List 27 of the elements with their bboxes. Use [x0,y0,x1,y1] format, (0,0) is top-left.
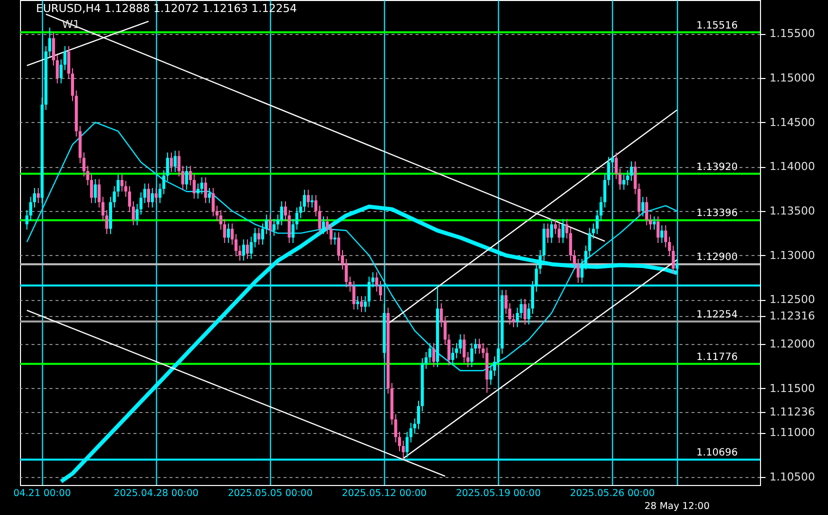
ref-line-label: 1.13920 [696,162,738,173]
y-tick-label: 1.12316 [770,310,815,323]
y-tick-label: 1.12000 [770,338,815,351]
x-tick-label: 2025.04.28 00:00 [114,488,199,499]
x-tick-label: 2025.05.19 00:00 [456,488,541,499]
ref-line-label: 1.12254 [696,310,738,320]
y-tick-label: 1.14000 [770,160,815,174]
y-tick-label: 1.12500 [770,293,815,306]
ref-line-label: 1.15516 [696,20,738,32]
x-tick-label: 28 May 12:00 [644,501,710,512]
ref-line-label: 1.13396 [696,208,738,220]
x-tick-label: 2025.05.05 00:00 [228,488,313,499]
y-tick-label: 1.14500 [770,116,815,129]
ref-line-label: 1.12900 [696,252,738,264]
y-tick-label: 1.11236 [770,405,815,418]
y-tick-label: 1.11500 [770,382,815,395]
y-tick-label: 1.11000 [770,426,815,440]
x-tick-label: 2025.05.26 00:00 [570,488,655,499]
y-tick-label: 1.13500 [770,204,815,218]
y-tick-label: 1.15000 [770,72,815,85]
y-tick-label: 1.10500 [770,470,815,484]
x-tick-label: 2025.05.12 00:00 [342,488,427,499]
ref-line-label: 1.11776 [696,352,738,363]
y-tick-label: 1.15500 [770,27,815,40]
ref-line-label: 1.10696 [696,448,738,459]
y-tick-label: 1.13000 [770,248,815,262]
x-tick-label: 04.21 00:00 [13,488,71,499]
